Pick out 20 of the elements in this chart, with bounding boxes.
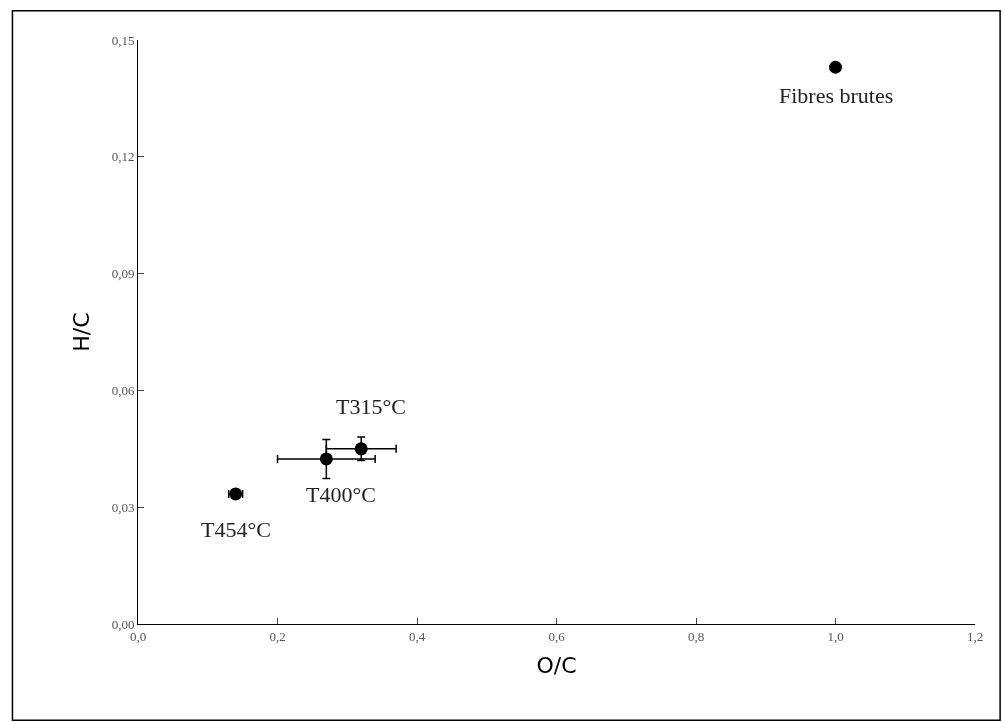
annotation: T400°C [306,482,376,507]
y-tick-label: 0,12 [111,149,135,165]
x-tick-label: 1,0 [827,628,844,644]
annotation: T454°C [201,517,271,542]
point [354,442,368,456]
point [829,60,842,74]
x-tick-label: 0,4 [408,628,426,644]
annotation: Fibres brutes [779,83,894,108]
y-axis-title: H/C [69,312,95,352]
x-tick-label: 1,2 [966,628,984,644]
x-axis-title: O/C [536,653,577,679]
annotation: T315°C [336,394,406,419]
y-tick-label: 0,15 [111,32,135,48]
y-tick-label: 0,09 [111,266,135,282]
point [319,452,333,466]
x-tick-label: 0,6 [548,628,566,644]
x-tick-label: 0,8 [687,628,705,644]
y-tick-label: 0,03 [111,499,135,515]
y-tick-label: 0,06 [111,382,135,398]
x-tick-label: 0,2 [269,628,286,644]
